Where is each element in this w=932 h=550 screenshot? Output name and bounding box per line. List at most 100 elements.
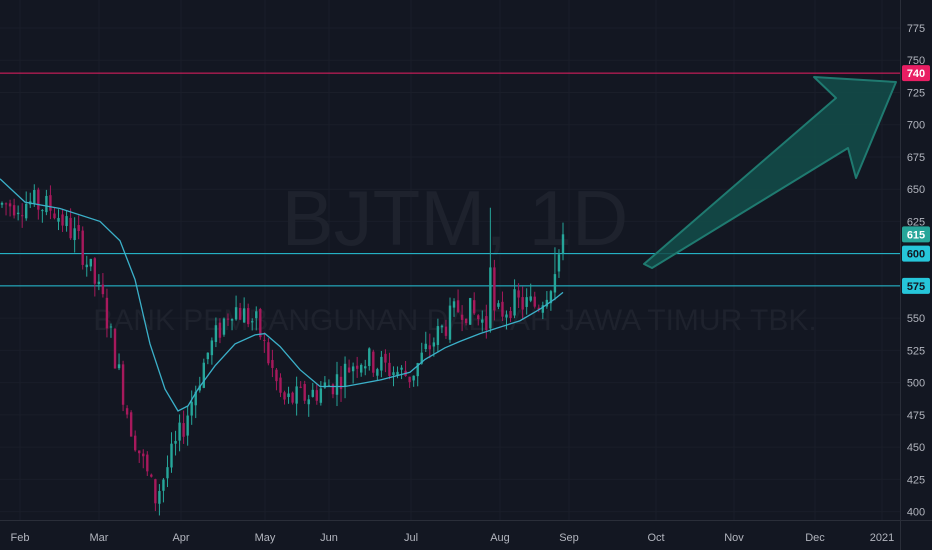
candle-body — [238, 307, 242, 320]
price-tick-label: 400 — [907, 507, 925, 519]
price-tick-label: 675 — [907, 152, 925, 164]
arrow-annotation[interactable] — [643, 76, 897, 269]
candle-body — [117, 364, 121, 369]
horizontal-lines[interactable] — [0, 72, 900, 287]
candle-body — [396, 371, 399, 376]
time-tick-label: 2021 — [870, 532, 894, 544]
candle-body — [497, 303, 500, 307]
price-tick-label: 475 — [907, 410, 925, 422]
candle-body — [541, 305, 545, 313]
candle-body — [485, 316, 488, 331]
candle-body — [452, 301, 456, 308]
candle-body — [525, 297, 528, 307]
candle-body — [267, 342, 270, 364]
candle-body — [521, 297, 524, 310]
candle-body — [295, 386, 298, 404]
time-tick-label: Jun — [320, 532, 338, 544]
candle-body — [460, 314, 464, 320]
candle-body — [347, 367, 351, 373]
candle-body — [412, 375, 415, 381]
price-tick-label: 425 — [907, 474, 925, 486]
price-tick-label: 525 — [907, 345, 925, 357]
price-tick-label: 500 — [907, 378, 925, 390]
candle-body — [101, 284, 105, 295]
candle-body — [97, 281, 101, 285]
candle-body — [8, 203, 12, 207]
candle-body — [69, 217, 72, 239]
price-tick-label: 550 — [907, 313, 925, 325]
candle-body — [89, 258, 92, 267]
candle-body — [109, 326, 113, 328]
candle-body — [380, 356, 383, 371]
last-price-tag-bg — [902, 226, 930, 243]
price-tag-575-label: 575 — [907, 281, 925, 293]
candle-body — [234, 307, 238, 320]
candle-body — [105, 297, 109, 329]
candle-body — [416, 363, 419, 377]
candle-body — [505, 314, 508, 318]
candle-body — [464, 318, 468, 324]
sma-line — [0, 178, 564, 412]
candle-body — [20, 215, 24, 217]
candle-body — [210, 340, 214, 356]
candle-body — [283, 392, 286, 400]
candle-body — [77, 225, 80, 232]
candle-body — [263, 339, 266, 341]
candle-body — [549, 291, 553, 304]
candle-body — [509, 311, 512, 319]
candle-body — [174, 440, 177, 444]
candle-body — [61, 214, 64, 226]
candle-body — [65, 216, 68, 227]
price-tag-740-label: 740 — [907, 68, 925, 80]
candle-body — [251, 321, 254, 323]
candle-body — [355, 365, 359, 369]
candle-body — [218, 322, 222, 338]
price-tick-label: 650 — [907, 184, 925, 196]
candle-body — [81, 230, 84, 265]
candle-body — [473, 300, 476, 314]
candle-body — [315, 390, 319, 401]
candle-body — [190, 401, 193, 416]
candle-body — [202, 362, 205, 388]
candle-body — [146, 454, 149, 472]
price-tick-label: 775 — [907, 23, 925, 35]
candle-body — [246, 308, 250, 325]
candle-body — [364, 366, 367, 369]
candle-body — [287, 393, 290, 398]
candle-body — [561, 234, 565, 254]
candle-body — [113, 329, 117, 369]
candle-body — [259, 308, 262, 338]
candle-body — [307, 399, 310, 405]
time-tick-label: Sep — [559, 532, 579, 544]
candle-body — [372, 351, 375, 373]
candle-body — [533, 296, 536, 307]
time-tick-label: Oct — [647, 532, 664, 544]
candle-body — [481, 319, 484, 323]
candle-body — [529, 296, 532, 301]
candle-body — [125, 408, 129, 415]
watermark-name: BANK PEMBANGUNAN DAERAH JAWA TIMUR TBK. — [93, 304, 816, 337]
candle-body — [12, 205, 16, 216]
time-axis[interactable]: Feb Mar Apr May Jun Jul Aug Sep Oct Nov Dec 2021 — [11, 532, 895, 544]
candle-body — [154, 479, 157, 504]
candle-body — [493, 267, 496, 311]
candle-body — [343, 363, 347, 387]
candle-body — [49, 195, 52, 211]
time-tick-label: Nov — [724, 532, 744, 544]
candle-body — [45, 195, 48, 213]
candle-body — [242, 308, 246, 323]
candle-body — [214, 325, 218, 342]
candle-body — [133, 435, 137, 451]
candle-body — [226, 318, 230, 320]
price-tick-label: 625 — [907, 216, 925, 228]
price-tag-600-bg — [902, 245, 930, 262]
candle-body — [121, 364, 125, 405]
price-tick-label: 750 — [907, 55, 925, 67]
price-tag-600-label: 600 — [907, 249, 925, 261]
candle-body — [327, 385, 331, 387]
candle-body — [138, 450, 141, 454]
candle-body — [432, 342, 436, 347]
candle-body — [194, 391, 197, 406]
watermark-symbol: BJTM, 1D — [282, 174, 629, 262]
